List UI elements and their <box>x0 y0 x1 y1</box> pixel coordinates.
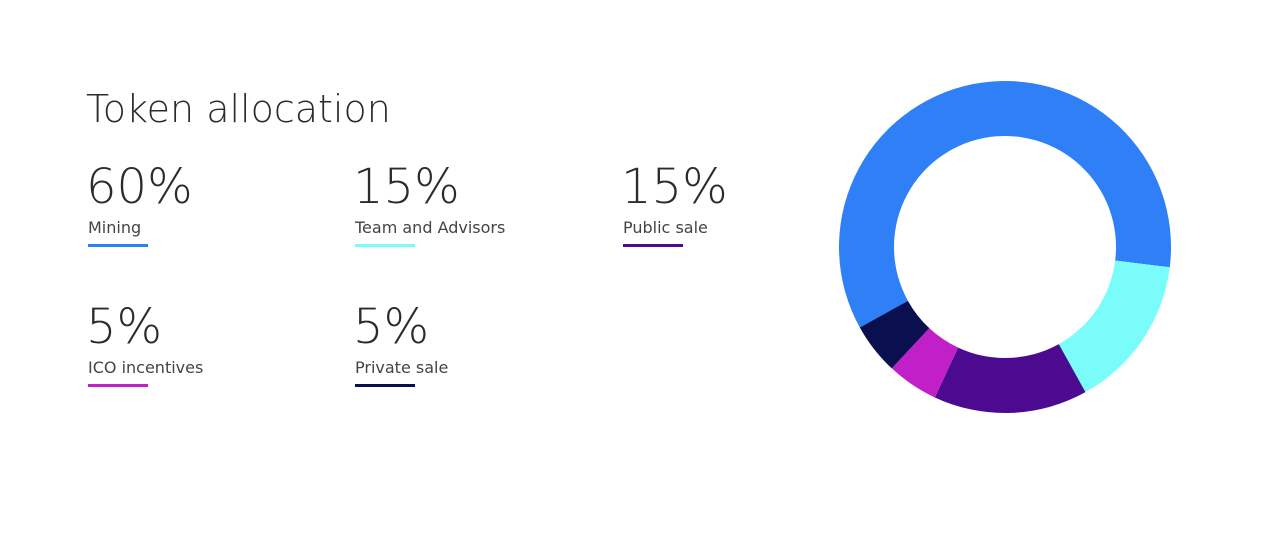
value-label: 5% <box>86 299 162 355</box>
legend-swatch <box>623 244 683 247</box>
donut-segment <box>1058 260 1170 393</box>
legend-swatch <box>88 384 148 387</box>
legend-label: Mining <box>88 218 141 237</box>
donut-segment <box>859 300 930 369</box>
legend-label: ICO incentives <box>88 358 203 377</box>
value-label: 15% <box>621 159 728 215</box>
donut-segment <box>934 344 1086 413</box>
legend-swatch <box>88 244 148 247</box>
value-label: 60% <box>86 159 193 215</box>
legend-label: Public sale <box>623 218 708 237</box>
chart-title: Token allocation <box>86 87 391 131</box>
value-label: 5% <box>353 299 429 355</box>
value-label: 15% <box>353 159 460 215</box>
legend-swatch <box>355 244 415 247</box>
legend-label: Team and Advisors <box>354 218 505 237</box>
donut-segment <box>891 328 959 398</box>
donut-segment <box>839 81 1171 328</box>
legend-swatch <box>355 384 415 387</box>
legend-label: Private sale <box>355 358 448 377</box>
